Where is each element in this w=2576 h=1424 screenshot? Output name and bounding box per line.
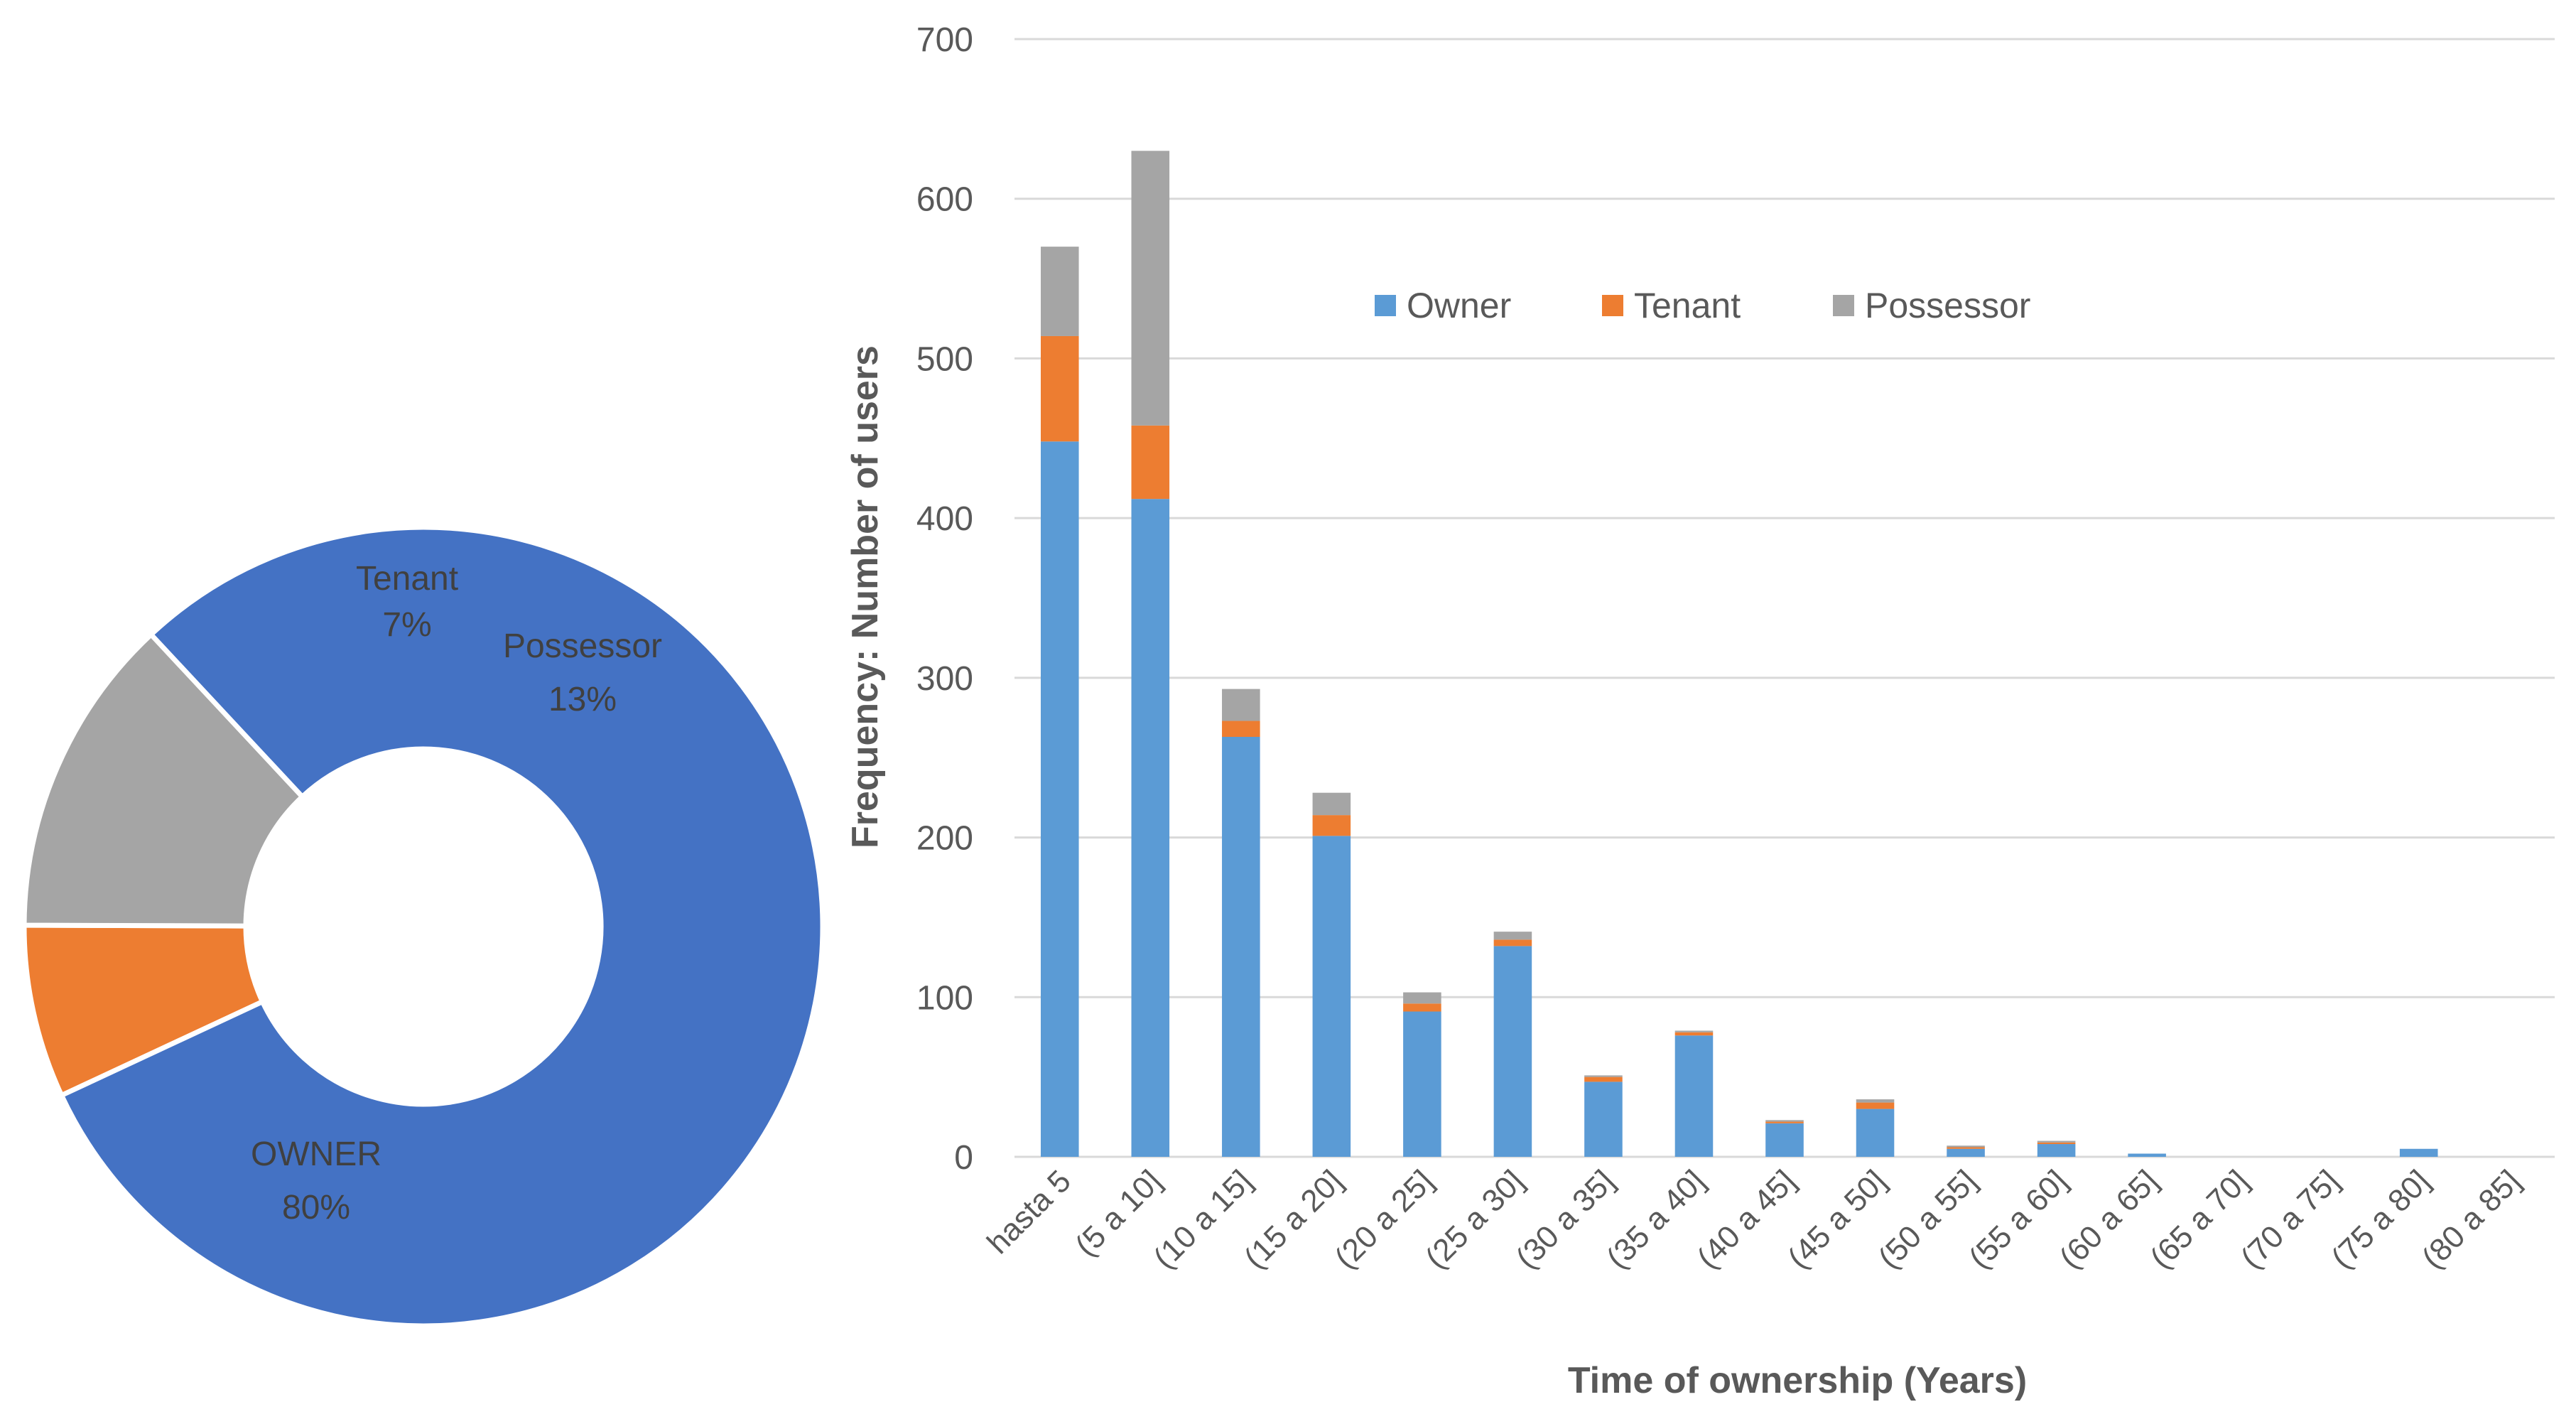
bar-owner-15-a-20	[1312, 836, 1351, 1157]
x-tick-label: (80 a 85]	[2415, 1163, 2527, 1275]
bar-possessor-25-a-30	[1493, 932, 1532, 940]
donut-pct-possessor: 13%	[548, 681, 617, 718]
bar-possessor-45-a-50	[1856, 1099, 1895, 1103]
bar-owner-35-a-40	[1674, 1035, 1714, 1157]
legend-label-possessor: Possessor	[1865, 286, 2030, 325]
legend-swatch-tenant	[1602, 295, 1623, 316]
bar-possessor-10-a-15	[1222, 689, 1260, 721]
y-tick-label: 400	[916, 500, 973, 538]
donut-label-owner: OWNER	[251, 1136, 381, 1173]
x-tick-label: (45 a 50]	[1781, 1163, 1893, 1275]
legend-label-owner: Owner	[1407, 286, 1511, 325]
bar-possessor-55-a-60	[2037, 1140, 2076, 1143]
x-tick-label: hasta 5	[980, 1163, 1078, 1261]
donut-chart: OWNER 80% Tenant 7% Possessor 13%	[21, 524, 826, 1329]
y-axis-title: Frequency: Number of users	[845, 345, 886, 848]
bar-possessor-hasta-5	[1040, 247, 1079, 336]
x-tick-label: (40 a 45]	[1691, 1163, 1802, 1275]
bar-owner-45-a-50	[1856, 1109, 1895, 1157]
x-tick-label: (55 a 60]	[1962, 1163, 2074, 1275]
x-tick-label: (15 a 20]	[1238, 1163, 1349, 1275]
bar-tenant-45-a-50	[1856, 1102, 1895, 1109]
bar-possessor-40-a-45	[1765, 1120, 1804, 1122]
bar-tenant-25-a-30	[1493, 939, 1532, 946]
y-tick-label: 500	[916, 340, 973, 378]
bar-tenant-40-a-45	[1765, 1121, 1804, 1123]
bar-owner-75-a-80	[2399, 1148, 2438, 1157]
bar-tenant-35-a-40	[1674, 1032, 1714, 1036]
bar-possessor-30-a-35	[1584, 1075, 1623, 1077]
y-tick-label: 700	[916, 21, 973, 59]
bar-owner-60-a-65	[2128, 1153, 2166, 1157]
legend-label-tenant: Tenant	[1634, 286, 1741, 325]
bar-tenant-hasta-5	[1040, 335, 1079, 442]
bar-tenant-15-a-20	[1312, 815, 1351, 836]
donut-slice-owner	[58, 524, 826, 1329]
donut-label-possessor: Possessor	[503, 627, 662, 665]
bar-tenant-55-a-60	[2037, 1142, 2076, 1145]
x-axis-title: Time of ownership (Years)	[1568, 1360, 2027, 1401]
donut-slice-possessor	[21, 631, 306, 929]
bar-owner-5-a-10	[1131, 499, 1170, 1157]
legend: Owner Tenant Possessor	[1375, 286, 2030, 325]
y-tick-label: 300	[916, 660, 973, 698]
y-tick-label: 100	[916, 979, 973, 1017]
donut-label-tenant: Tenant	[356, 560, 458, 598]
bar-possessor-35-a-40	[1674, 1030, 1714, 1032]
bar-owner-20-a-25	[1403, 1011, 1441, 1157]
donut-pct-owner: 80%	[282, 1189, 350, 1226]
bar-owner-50-a-55	[1947, 1148, 1985, 1157]
bar-owner-10-a-15	[1222, 737, 1260, 1157]
bar-owner-25-a-30	[1493, 946, 1532, 1157]
bar-tenant-5-a-10	[1131, 425, 1170, 500]
x-tick-label: (10 a 15]	[1147, 1163, 1258, 1275]
bar-tenant-20-a-25	[1403, 1003, 1441, 1012]
bar-tenant-30-a-35	[1584, 1077, 1623, 1082]
bar-possessor-5-a-10	[1131, 151, 1170, 426]
legend-swatch-possessor	[1833, 295, 1854, 316]
x-tick-label: (20 a 25]	[1328, 1163, 1439, 1275]
bar-owner-55-a-60	[2037, 1144, 2076, 1157]
x-tick-label: (30 a 35]	[1510, 1163, 1621, 1275]
donut-pct-tenant: 7%	[382, 606, 431, 644]
x-tick-label: (50 a 55]	[1872, 1163, 1984, 1275]
x-tick-label: (70 a 75]	[2234, 1163, 2346, 1275]
bar-owner-40-a-45	[1765, 1123, 1804, 1157]
y-tick-label: 0	[954, 1139, 973, 1177]
y-tick-label: 600	[916, 181, 973, 219]
x-tick-label: (35 a 40]	[1600, 1163, 1711, 1275]
x-tick-label: (60 a 65]	[2053, 1163, 2165, 1275]
bar-possessor-20-a-25	[1403, 992, 1441, 1004]
x-tick-label: (75 a 80]	[2325, 1163, 2436, 1275]
x-tick-label: (25 a 30]	[1419, 1163, 1530, 1275]
legend-swatch-owner	[1375, 295, 1396, 316]
y-tick-label: 200	[916, 820, 973, 858]
bar-owner-30-a-35	[1584, 1082, 1623, 1157]
bar-tenant-50-a-55	[1947, 1147, 1985, 1149]
bar-owner-hasta-5	[1040, 441, 1079, 1157]
bar-possessor-50-a-55	[1947, 1145, 1985, 1148]
bar-possessor-15-a-20	[1312, 792, 1351, 816]
x-tick-label: (65 a 70]	[2143, 1163, 2255, 1275]
bar-tenant-10-a-15	[1222, 721, 1260, 738]
